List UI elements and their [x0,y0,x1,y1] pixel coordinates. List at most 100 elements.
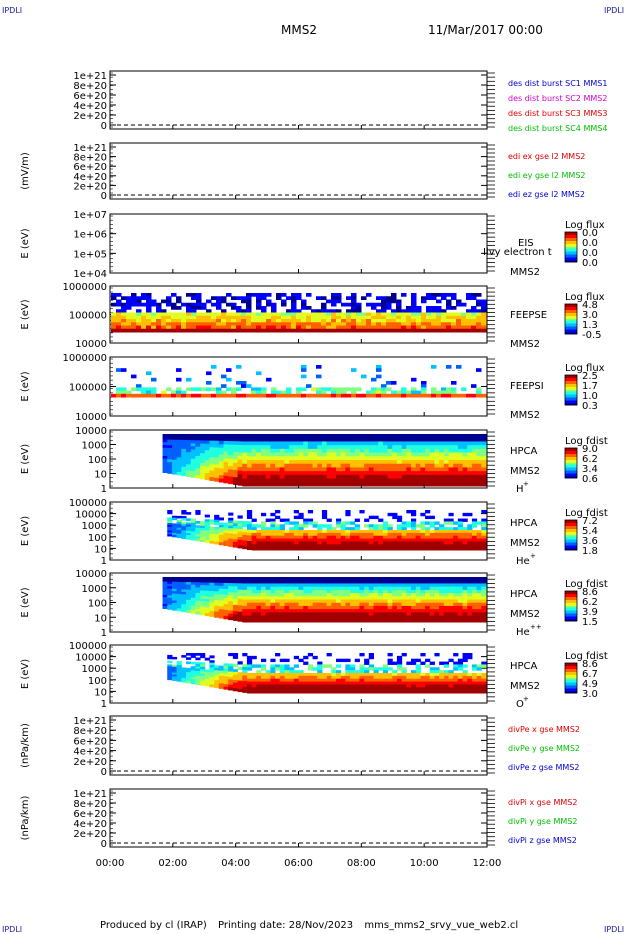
heatmap-cell-hpca-he1 [237,526,243,530]
heatmap-cell-hpca-h [373,456,379,461]
heatmap-cell-hpca-he2 [289,596,295,600]
heatmap-cell-hpca-he2 [382,615,389,620]
y-tick-label-divpi: 1e+21 [73,789,107,800]
heatmap-cell-hpca-h [467,445,473,450]
colorbar-title-eis: Log flux [565,220,605,231]
heatmap-cell-hpca-h [279,452,285,457]
heatmap-cell-hpca-he1 [387,512,393,517]
heatmap-cell-hpca-he2 [242,589,248,594]
heatmap-cell-hpca-h [298,474,304,480]
heatmap-cell-hpca-he2 [171,586,178,590]
heatmap-cell-feepse [136,302,142,307]
heatmap-cell-hpca-he1 [190,527,196,530]
heatmap-cell-hpca-h [298,460,304,465]
heatmap-cell-hpca-he2 [336,602,342,607]
heatmap-cell-hpca-o [261,678,267,683]
heatmap-cell-hpca-h [336,448,342,454]
heatmap-cell-hpca-he1 [214,536,220,540]
heatmap-cell-hpca-he1 [242,521,248,525]
heatmap-cell-hpca-h [176,445,182,450]
heatmap-cell-hpca-he2 [429,596,435,600]
heatmap-cell-hpca-he2 [284,580,290,584]
heatmap-cell-hpca-o [298,658,304,663]
heatmap-cell-hpca-h [467,441,473,446]
heatmap-cell-feepse [301,328,307,333]
heatmap-cell-hpca-he2 [251,615,257,620]
heatmap-cell-feepsi [341,393,347,398]
heatmap-cell-hpca-he2 [307,583,314,588]
heatmap-cell-hpca-he2 [373,609,379,613]
y-tick-label-divpe: 0 [101,767,107,778]
colorbar-swatch-hpca-h [565,455,577,458]
heatmap-cell-feepse [151,302,157,307]
heatmap-cell-feepse [351,312,357,317]
heatmap-cell-hpca-o [312,687,318,691]
colorbar-swatch-hpca-he1 [565,533,577,536]
heatmap-cell-feepse [146,293,152,297]
heatmap-cell-hpca-o [181,673,187,677]
heatmap-cell-hpca-he1 [340,530,346,534]
heatmap-cell-hpca-o [237,680,243,684]
heatmap-cell-hpca-h [364,437,370,442]
heatmap-cell-hpca-he2 [336,618,342,623]
heatmap-cell-hpca-he1 [218,537,224,541]
heatmap-cell-hpca-he2 [439,596,445,600]
heatmap-cell-feepse [391,299,397,304]
heatmap-cell-hpca-he1 [246,524,253,528]
heatmap-cell-hpca-h [167,448,173,452]
colorbar-swatch-hpca-h [565,449,577,452]
heatmap-cell-hpca-he2 [457,589,464,594]
heatmap-cell-hpca-o [246,675,253,680]
colorbar-swatch-hpca-o [565,675,577,677]
heatmap-cell-hpca-h [312,478,318,483]
heatmap-cell-feepse [366,328,372,333]
heatmap-cell-feepsi [216,393,222,398]
heatmap-cell-feepse [461,319,467,323]
heatmap-cell-feepse [381,309,387,313]
heatmap-cell-hpca-o [298,690,304,694]
heatmap-cell-hpca-h [307,463,314,468]
heatmap-cell-hpca-he1 [167,526,173,530]
heatmap-cell-hpca-he2 [261,609,267,613]
heatmap-cell-hpca-he2 [218,579,224,584]
heatmap-cell-hpca-o [321,678,328,683]
heatmap-cell-hpca-h [401,456,407,461]
colorbar-swatch-hpca-he2 [565,594,577,596]
heatmap-cell-hpca-h [368,460,374,465]
heatmap-cell-hpca-h [270,441,276,446]
heatmap-cell-hpca-o [289,667,295,671]
heatmap-cell-feepse [386,299,392,304]
heatmap-cell-hpca-he2 [443,609,449,613]
heatmap-cell-feepse [381,322,387,326]
heatmap-cell-hpca-o [345,673,351,677]
heatmap-cell-hpca-h [420,441,426,446]
heatmap-cell-hpca-he2 [293,599,299,604]
colorbar-swatch-feepse [565,329,577,332]
heatmap-cell-hpca-h [481,448,487,454]
colorbar-swatch-feepsi [565,387,577,389]
heatmap-cell-feepse [321,302,327,307]
colorbar-tick-feepsi: 1.0 [582,391,598,402]
colorbar-swatch-hpca-h [565,451,577,453]
heatmap-cell-hpca-h [270,478,276,483]
heatmap-cell-hpca-he2 [471,612,478,617]
heatmap-cell-hpca-o [251,655,257,660]
heatmap-cell-hpca-o [350,673,356,677]
heatmap-cell-hpca-o [321,681,328,685]
heatmap-cell-hpca-h [425,474,431,480]
heatmap-cell-hpca-he2 [181,596,187,600]
heatmap-cell-hpca-h [275,467,281,472]
heatmap-cell-feepse [331,312,337,317]
heatmap-cell-hpca-he2 [256,589,262,594]
heatmap-cell-hpca-h [181,460,187,465]
heatmap-cell-hpca-o [256,684,262,688]
heatmap-cell-feepse [191,322,197,326]
heatmap-cell-hpca-o [406,687,412,691]
heatmap-cell-hpca-he1 [190,522,196,526]
heatmap-cell-feepse [286,328,292,333]
heatmap-cell-hpca-he1 [326,532,332,537]
heatmap-cell-feepse [476,319,482,323]
heatmap-cell-hpca-h [462,463,468,468]
heatmap-cell-hpca-h [237,441,243,446]
heatmap-cell-hpca-he1 [186,522,192,526]
